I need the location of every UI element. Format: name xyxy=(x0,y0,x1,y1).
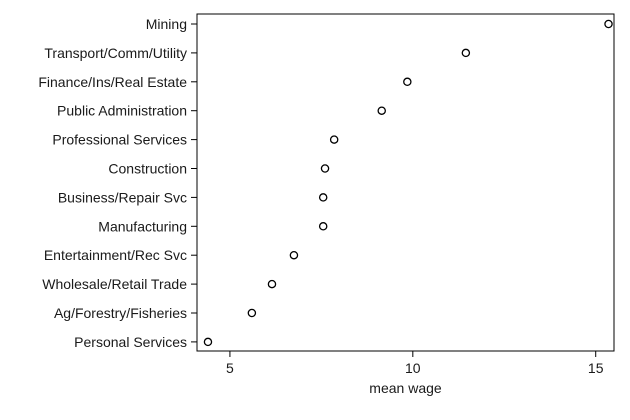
y-tick-label: Professional Services xyxy=(52,132,187,148)
data-point xyxy=(289,250,299,260)
y-axis: Mining Transport/Comm/Utility Finance/Ins/… xyxy=(38,16,197,350)
y-tick-label: Manufacturing xyxy=(98,218,187,234)
y-tick-label: Finance/Ins/Real Estate xyxy=(38,74,187,90)
y-tick-label: Wholesale/Retail Trade xyxy=(42,276,187,292)
data-point xyxy=(329,135,339,144)
x-tick-label: 10 xyxy=(405,360,421,376)
x-tick-label: 5 xyxy=(226,360,234,376)
data-point xyxy=(604,19,613,29)
x-axis: 5 10 15 xyxy=(226,351,604,376)
plot-frame xyxy=(196,13,615,352)
data-point xyxy=(318,193,328,202)
y-tick-label: Mining xyxy=(146,16,187,32)
x-axis-title: mean wage xyxy=(369,380,442,396)
y-tick-label: Personal Services xyxy=(74,334,187,350)
data-point xyxy=(377,106,386,115)
y-tick-label: Public Administration xyxy=(57,103,187,119)
data-point xyxy=(461,48,471,58)
data-point xyxy=(247,308,257,318)
data-point xyxy=(203,337,213,347)
data-point xyxy=(403,77,412,87)
data-point xyxy=(267,279,277,289)
data-points xyxy=(203,19,613,347)
y-tick-label: Construction xyxy=(108,161,187,177)
data-point xyxy=(320,164,330,173)
x-tick-label: 15 xyxy=(588,360,604,376)
y-tick-label: Entertainment/Rec Svc xyxy=(44,247,187,263)
y-tick-label: Business/Repair Svc xyxy=(58,189,187,205)
y-tick-label: Ag/Forestry/Fisheries xyxy=(54,305,187,321)
y-tick-label: Transport/Comm/Utility xyxy=(44,45,187,61)
data-point xyxy=(318,222,328,231)
